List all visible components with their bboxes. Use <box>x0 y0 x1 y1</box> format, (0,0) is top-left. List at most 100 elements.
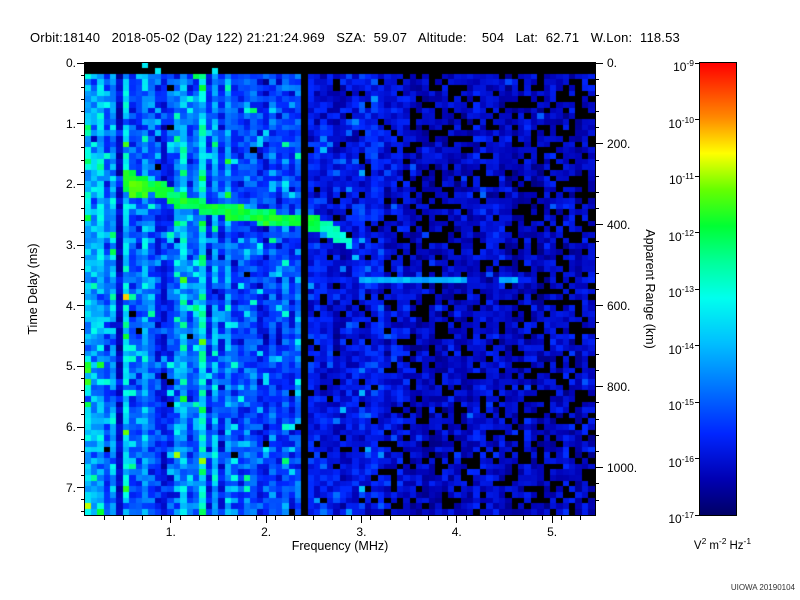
y-right-minor-tick <box>596 208 599 210</box>
y-left-minor-tick <box>81 475 84 477</box>
y-left-minor-tick <box>81 256 84 258</box>
y-left-minor-tick <box>81 414 84 416</box>
y-right-minor-tick <box>596 256 599 258</box>
x-axis-tick <box>456 516 458 523</box>
colorbar-exponent: -13 <box>681 284 694 294</box>
y-right-minor-tick <box>596 78 599 80</box>
x-axis-minor-tick <box>217 516 219 520</box>
x-axis-title: Frequency (MHz) <box>291 539 389 553</box>
colorbar-exponent: -17 <box>681 510 694 520</box>
y-left-minor-tick <box>81 438 84 440</box>
x-axis-minor-tick <box>294 516 296 520</box>
y-left-tick <box>77 305 84 307</box>
x-tick-label: 5. <box>547 525 558 539</box>
y-right-minor-tick <box>596 321 599 323</box>
x-axis-minor-tick <box>503 516 505 520</box>
x-axis-minor-tick <box>389 516 391 520</box>
credit-text: UIOWA 20190104 <box>730 583 795 592</box>
colorbar-exponent: -15 <box>681 397 694 407</box>
y-right-minor-tick <box>596 418 599 420</box>
x-axis-minor-tick <box>122 516 124 520</box>
y-right-tick <box>596 305 603 307</box>
y-right-tick-label: 1000. <box>607 460 638 475</box>
y-right-tick-label: 0. <box>607 56 618 70</box>
y-right-minor-tick <box>596 499 599 501</box>
y-left-minor-tick <box>81 74 84 76</box>
y-left-tick <box>77 123 84 125</box>
y-left-minor-tick <box>81 232 84 234</box>
y-left-tick-label: 1. <box>65 116 76 131</box>
y-left-minor-tick <box>81 220 84 222</box>
x-axis-minor-tick <box>141 516 143 520</box>
y-right-tick-label: 800. <box>607 379 631 394</box>
x-axis-minor-tick <box>103 516 105 520</box>
y-left-tick <box>77 62 84 64</box>
y-right-tick <box>596 143 603 145</box>
y-left-tick-label: 4. <box>65 298 76 313</box>
y-left-minor-tick <box>81 390 84 392</box>
y-axis-title-left: Time Delay (ms) <box>26 243 40 335</box>
x-axis-minor-tick <box>408 516 410 520</box>
x-tick-label: 2. <box>261 525 272 539</box>
y-left-tick-label: 5. <box>65 359 76 374</box>
header-info: Orbit:18140 2018-05-02 (Day 122) 21:21:2… <box>30 30 680 45</box>
colorbar-frame <box>699 62 737 516</box>
y-left-minor-tick <box>81 268 84 270</box>
x-axis-minor-tick <box>446 516 448 520</box>
colorbar-tick-label: 10-9 <box>673 58 694 74</box>
colorbar-exponent: -11 <box>682 171 694 181</box>
y-left-tick <box>77 365 84 367</box>
colorbar-tick <box>695 514 699 516</box>
y-left-minor-tick <box>81 195 84 197</box>
colorbar-exponent: -10 <box>681 114 694 125</box>
y-right-minor-tick <box>596 483 599 485</box>
colorbar-tick-label: 10-10 <box>668 114 694 131</box>
x-axis-minor-tick <box>332 516 334 520</box>
y-left-tick-label: 0. <box>65 56 76 70</box>
colorbar-exponent: -14 <box>681 340 694 351</box>
unit-exponent: 2 <box>701 536 707 546</box>
y-right-tick <box>596 62 603 64</box>
y-left-minor-tick <box>81 208 84 210</box>
y-right-tick <box>596 224 603 226</box>
y-right-minor-tick <box>596 127 599 129</box>
colorbar-tick-label: 10-17 <box>668 510 694 526</box>
colorbar-unit-part: m-2 <box>709 536 727 552</box>
y-right-minor-tick <box>596 434 599 436</box>
y-right-minor-tick <box>596 111 599 113</box>
y-left-minor-tick <box>81 402 84 404</box>
colorbar-unit-part: V2 <box>693 536 707 552</box>
y-left-tick-label: 2. <box>65 177 76 192</box>
y-left-minor-tick <box>81 159 84 161</box>
colorbar-exponent: -12 <box>681 227 694 238</box>
colorbar-tick-label: 10-13 <box>668 284 694 300</box>
colorbar-units: V2 m-2 Hz-1 <box>664 536 784 552</box>
y-left-minor-tick <box>81 293 84 295</box>
colorbar-gradient <box>700 63 736 515</box>
x-tick-label: 1. <box>165 525 176 539</box>
x-axis-minor-tick <box>465 516 467 520</box>
y-left-tick-label: 7. <box>65 480 76 495</box>
x-axis-minor-tick <box>275 516 277 520</box>
y-right-minor-tick <box>596 159 599 161</box>
colorbar-tick <box>695 345 699 346</box>
x-axis-minor-tick <box>160 516 162 520</box>
x-axis-minor-tick <box>179 516 181 520</box>
unit-exponent: -2 <box>718 536 727 546</box>
y-left-minor-tick <box>81 450 84 452</box>
y-left-minor-tick <box>81 317 84 319</box>
x-axis-minor-tick <box>198 516 200 520</box>
y-right-minor-tick <box>596 192 599 194</box>
x-axis-tick <box>170 516 172 523</box>
y-right-minor-tick <box>596 289 599 291</box>
colorbar-tick <box>695 232 699 233</box>
y-right-tick-label: 200. <box>607 136 631 151</box>
y-right-minor-tick <box>596 353 599 355</box>
y-right-tick <box>596 467 603 469</box>
y-right-minor-tick <box>596 94 599 96</box>
colorbar-unit-part: Hz-1 <box>729 536 752 552</box>
y-left-tick-label: 3. <box>65 238 76 252</box>
x-axis-minor-tick <box>523 516 524 520</box>
y-right-minor-tick <box>596 370 599 372</box>
